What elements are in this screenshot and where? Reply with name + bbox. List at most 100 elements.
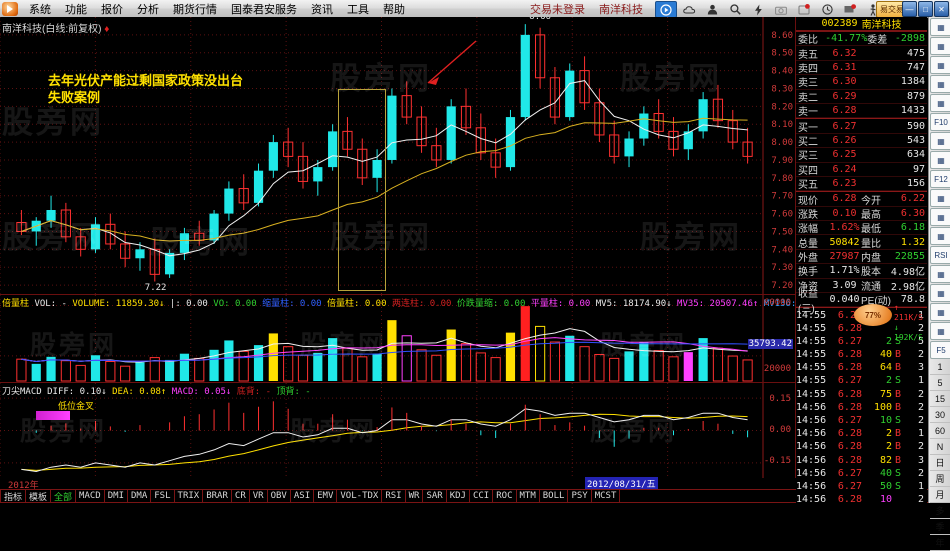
indicator-button-vol-tdx[interactable]: VOL-TDX [336,489,383,503]
search-icon[interactable] [724,1,746,18]
indicator-button-emv[interactable]: EMV [313,489,338,503]
calc-icon[interactable]: ▦ [930,189,950,207]
period-button-15[interactable]: 15 [930,391,950,407]
period-button-30[interactable]: 30 [930,407,950,423]
bid-row[interactable]: 买三 6.25 634 [796,148,927,163]
indicator-button-asi[interactable]: ASI [289,489,315,503]
notes-icon[interactable]: ▦ [930,132,950,150]
plus-icon[interactable]: ▦ [930,303,950,321]
tick-row[interactable]: 14:56 6.28 100 B 2 [796,401,927,414]
menu-item-8[interactable]: 帮助 [383,3,405,16]
ask-row[interactable]: 卖二 6.29 879 [796,90,927,104]
user-icon[interactable] [701,1,723,18]
bid-rows[interactable]: 买一 6.27 590 买二 6.26 543 买三 6.25 634 买四 6.24 97 买五 6.2… [796,118,927,192]
clock-icon[interactable] [816,1,838,18]
person-walk-icon[interactable] [862,1,884,18]
cloud-icon[interactable] [678,1,700,18]
bid-row[interactable]: 买五 6.23 156 [796,177,927,192]
indicator-button-obv[interactable]: OBV [266,489,291,503]
tick-row[interactable]: 14:56 6.28 10 2 [796,493,927,503]
period-button-月[interactable]: 月 [930,487,950,503]
monitor-icon[interactable]: ▦ [930,94,950,112]
indicator-button-rsi[interactable]: RSI [381,489,406,503]
period-button-日[interactable]: 日 [930,455,950,471]
close-button[interactable]: ✕ [934,1,949,17]
grid-icon[interactable]: ▦ [930,18,950,36]
ask-row[interactable]: 卖五 6.32 475 [796,46,927,61]
tick-row[interactable]: 14:56 6.28 82 B 3 [796,453,927,466]
tool-f12-button[interactable]: F12 [930,170,950,188]
tick-row[interactable]: 14:55 6.28 64 B 3 [796,361,927,374]
indicator-button-mtm[interactable]: MTM [515,489,540,503]
indicator-button-roc[interactable]: ROC [492,489,517,503]
bid-row[interactable]: 买一 6.27 590 [796,119,927,134]
bid-row[interactable]: 买四 6.24 97 [796,163,927,177]
selection-box[interactable] [338,89,386,291]
move-icon[interactable]: ▦ [930,284,950,302]
alert-icon[interactable] [793,1,815,18]
camera-icon[interactable] [770,1,792,18]
menu-item-5[interactable]: 国泰君安服务 [231,3,297,16]
s-icon[interactable]: ▦ [930,265,950,283]
period-button-N[interactable]: N [930,439,950,455]
indicator-button-wr[interactable]: WR [404,489,424,503]
menu-item-3[interactable]: 分析 [137,3,159,16]
menu-item-7[interactable]: 工具 [347,3,369,16]
period-button-年[interactable]: 年 [930,535,950,551]
indicator-button-boll[interactable]: BOLL [538,489,569,503]
bid-row[interactable]: 买二 6.26 543 [796,134,927,149]
tick-row[interactable]: 14:55 6.27 2 S 1 [796,374,927,387]
menu-item-1[interactable]: 功能 [65,3,87,16]
mail-icon[interactable] [839,1,861,18]
indicator-button-trix[interactable]: TRIX [173,489,204,503]
tool-f5-button[interactable]: F5 [930,341,950,359]
indicator-button-cci[interactable]: CCI [468,489,494,503]
macd-indicator-panel[interactable]: 股旁网 股旁网 股旁网 刀尖MACD DIFF: 0.10↓ DEA: 0.08… [0,382,796,478]
period-button-1[interactable]: 1 [930,359,950,375]
tick-row[interactable]: 14:55 6.28 40 B 2 [796,348,927,361]
indicator-button-vr[interactable]: VR [248,489,268,503]
ask-rows[interactable]: 卖五 6.32 475 卖四 6.31 747 卖三 6.30 1384 卖二 6.29 879 卖一 6… [796,46,927,119]
minimize-button[interactable]: — [902,1,917,17]
indicator-button-macd[interactable]: MACD [75,489,105,503]
tick-row[interactable]: 14:56 6.28 2 B 2 [796,440,927,453]
tick-list[interactable]: 77% ↑ 211K/S ↓ 192K/S 14:55 6.28 1 14:55 6.2… [796,303,927,503]
indicator-button-dmi[interactable]: DMI [103,489,128,503]
date-label[interactable]: 2012/08/31/五 [585,477,658,490]
indicator-button-psy[interactable]: PSY [567,489,592,503]
order-flow-bubble[interactable]: 77% [854,304,892,327]
ask-row[interactable]: 卖三 6.30 1384 [796,75,927,90]
magnify-icon[interactable]: ▦ [930,208,950,226]
indicator-button-mcst[interactable]: MCST [590,489,621,503]
menu-item-2[interactable]: 报价 [101,3,123,16]
button-templates[interactable]: 模板 [25,489,52,503]
menu-item-0[interactable]: 系统 [29,3,51,16]
indicator-button-fsl[interactable]: FSL [150,489,175,503]
wave-icon[interactable]: ▦ [930,227,950,245]
tick-row[interactable]: 14:55 6.27 2 S 5 [796,335,927,348]
line-chart-icon[interactable]: ▦ [930,56,950,74]
candlestick-chart[interactable]: 7.20 7.30 7.40 7.50 7.60 7.70 7.80 7.90 8.00 8.10… [0,17,796,294]
table-icon[interactable]: ▦ [930,37,950,55]
tick-row[interactable]: 14:56 6.27 10 S 2 [796,414,927,427]
bar-chart-icon[interactable]: ▦ [930,75,950,93]
tick-row[interactable]: 14:55 6.28 75 B 2 [796,388,927,401]
tick-row[interactable]: 14:55 6.28 1 [796,308,927,321]
indicator-button-dma[interactable]: DMA [127,489,152,503]
tool-rsi-button[interactable]: RSI [930,246,950,264]
indicator-button-cr[interactable]: CR [230,489,250,503]
indicator-button-sar[interactable]: SAR [422,489,447,503]
pencil-icon[interactable]: ▦ [930,322,950,340]
tick-row[interactable]: 14:56 6.27 50 S 1 [796,480,927,493]
period-button-季[interactable]: 季 [930,519,950,535]
menu-item-4[interactable]: 期货行情 [173,3,217,16]
tick-row[interactable]: 14:56 6.28 2 B 1 [796,427,927,440]
app-logo-icon[interactable] [2,1,18,16]
button-all[interactable]: 全部 [50,489,77,503]
tool-f10-button[interactable]: F10 [930,113,950,131]
play-circle-icon[interactable] [655,1,677,18]
tick-row[interactable]: 14:56 6.27 40 S 2 [796,467,927,480]
indicator-button-kdj[interactable]: KDJ [445,489,470,503]
period-button-5[interactable]: 5 [930,375,950,391]
maximize-button[interactable]: □ [918,1,933,17]
